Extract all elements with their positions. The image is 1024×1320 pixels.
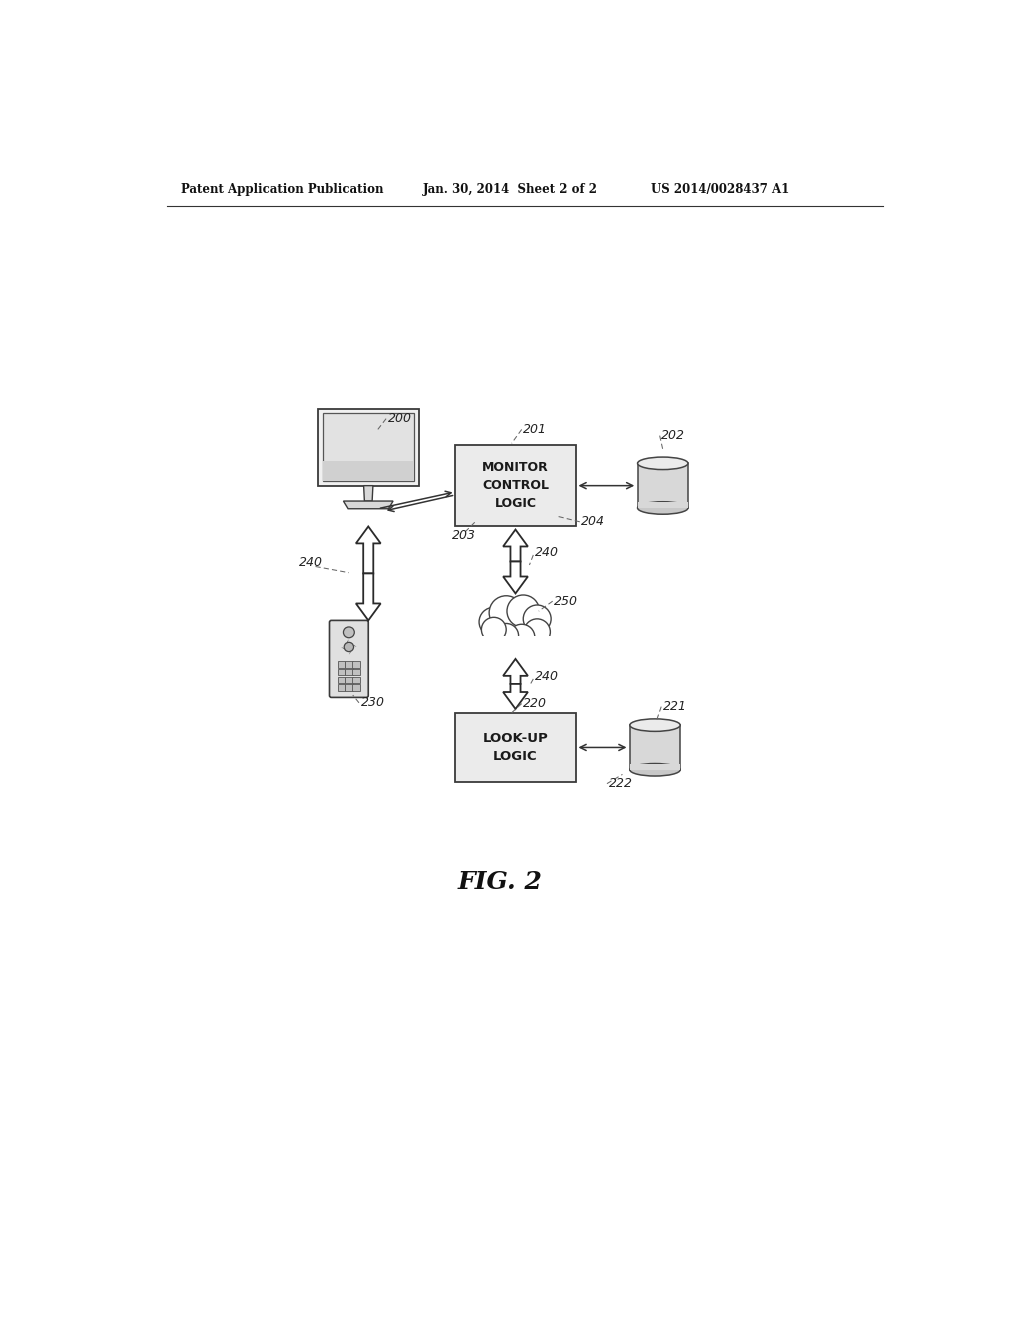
Polygon shape (503, 561, 528, 594)
Text: Patent Application Publication: Patent Application Publication (180, 182, 383, 195)
Bar (638, 502, 688, 508)
Text: US 2014/0028437 A1: US 2014/0028437 A1 (651, 182, 790, 195)
Bar (323, 413, 414, 480)
FancyBboxPatch shape (330, 620, 369, 697)
FancyBboxPatch shape (352, 677, 360, 682)
Text: 240: 240 (535, 546, 559, 560)
Ellipse shape (638, 502, 688, 515)
Text: 250: 250 (554, 594, 579, 607)
FancyBboxPatch shape (352, 669, 360, 676)
Circle shape (343, 627, 354, 638)
Text: 201: 201 (523, 422, 547, 436)
Circle shape (489, 595, 523, 630)
Text: 240: 240 (299, 556, 323, 569)
Ellipse shape (630, 719, 680, 731)
Bar (477, 636, 554, 653)
FancyBboxPatch shape (345, 677, 352, 682)
Polygon shape (356, 527, 381, 573)
Circle shape (481, 618, 506, 642)
Bar (630, 763, 680, 770)
Bar (638, 463, 688, 508)
Polygon shape (343, 502, 393, 508)
Bar (456, 445, 575, 527)
Circle shape (479, 607, 509, 636)
Text: 222: 222 (608, 777, 633, 791)
Ellipse shape (638, 457, 688, 470)
Bar (456, 713, 575, 781)
Circle shape (509, 624, 535, 651)
Text: 240: 240 (535, 671, 559, 684)
Polygon shape (347, 639, 349, 643)
Text: 220: 220 (523, 697, 547, 710)
Circle shape (344, 643, 353, 652)
Text: Jan. 30, 2014  Sheet 2 of 2: Jan. 30, 2014 Sheet 2 of 2 (423, 182, 597, 195)
Bar (323, 461, 414, 480)
FancyBboxPatch shape (345, 669, 352, 676)
FancyBboxPatch shape (345, 684, 352, 690)
FancyBboxPatch shape (338, 684, 345, 690)
Text: LOOK-UP
LOGIC: LOOK-UP LOGIC (482, 733, 549, 763)
Polygon shape (356, 573, 381, 620)
Polygon shape (503, 659, 528, 684)
Bar (317, 409, 419, 486)
Polygon shape (503, 684, 528, 709)
Text: 230: 230 (360, 696, 384, 709)
FancyBboxPatch shape (345, 661, 352, 668)
Circle shape (524, 619, 550, 645)
Text: 204: 204 (582, 515, 605, 528)
Polygon shape (503, 529, 528, 561)
Text: 221: 221 (663, 700, 687, 713)
Polygon shape (349, 651, 350, 655)
Circle shape (494, 623, 518, 648)
Circle shape (507, 595, 540, 627)
Text: 200: 200 (388, 412, 412, 425)
FancyBboxPatch shape (338, 661, 345, 668)
FancyBboxPatch shape (352, 684, 360, 690)
Bar (630, 725, 680, 770)
Text: 203: 203 (452, 529, 476, 543)
Polygon shape (352, 645, 356, 647)
Text: MONITOR
CONTROL
LOGIC: MONITOR CONTROL LOGIC (482, 461, 549, 510)
Polygon shape (364, 486, 373, 502)
FancyBboxPatch shape (352, 661, 360, 668)
Circle shape (523, 605, 551, 632)
FancyBboxPatch shape (338, 677, 345, 682)
Text: 202: 202 (662, 429, 685, 442)
FancyBboxPatch shape (338, 669, 345, 676)
Ellipse shape (630, 763, 680, 776)
Polygon shape (341, 647, 345, 648)
Text: FIG. 2: FIG. 2 (458, 870, 543, 894)
